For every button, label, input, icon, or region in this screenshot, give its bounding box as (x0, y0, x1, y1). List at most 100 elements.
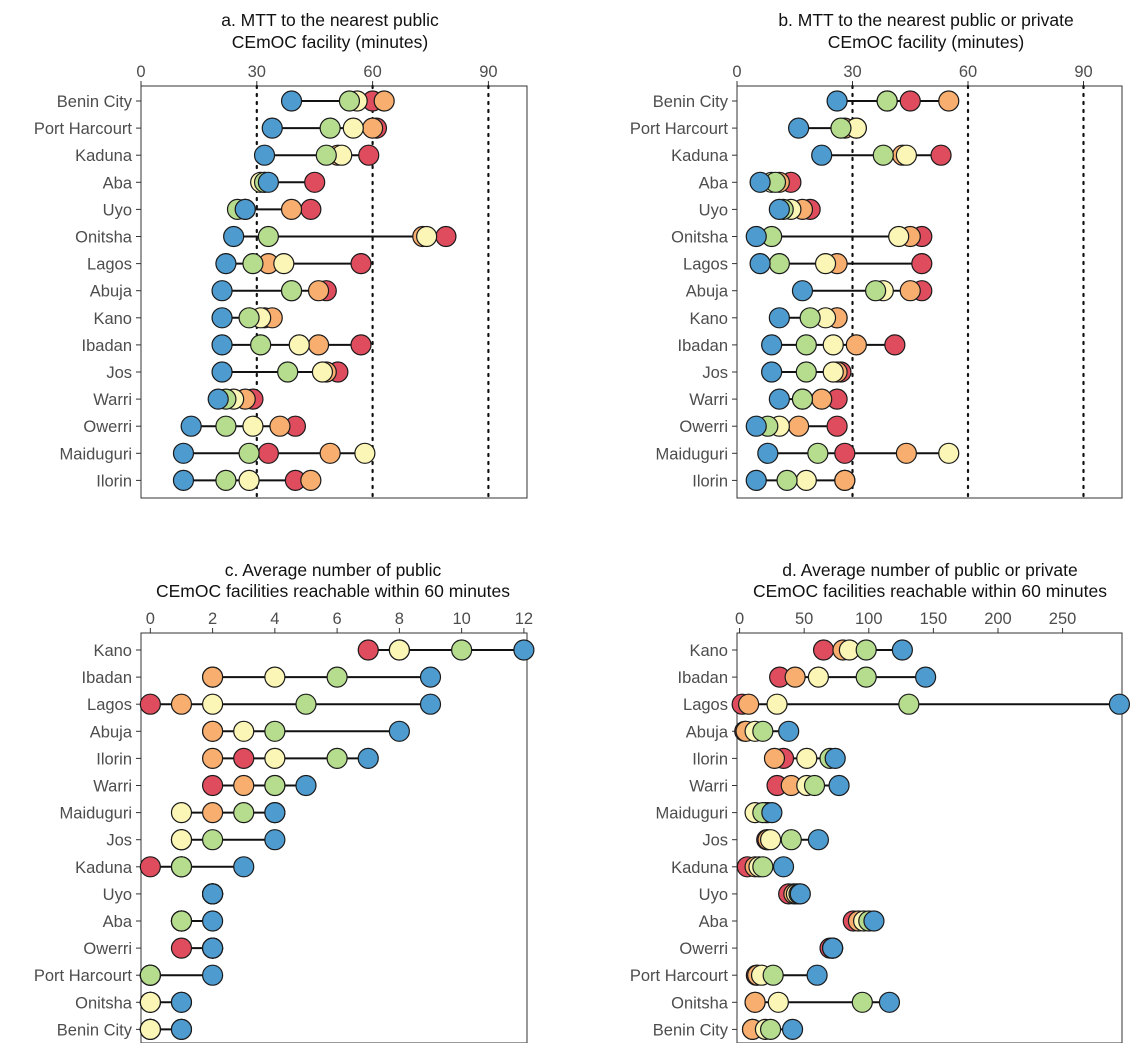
data-point-blue (207, 388, 229, 410)
data-point-blue (201, 883, 224, 905)
category-label: Kano (93, 642, 132, 660)
category-label: Port Harcourt (630, 120, 729, 138)
category-label: Ibadan (678, 669, 728, 687)
data-point-green (851, 991, 873, 1013)
panel-b-plot: 0 30 60 90 Benin City Port Harcourt Kaduna Aba U… (630, 63, 1123, 500)
data-point-cream (201, 693, 224, 715)
data-point-cream (288, 334, 310, 356)
panel-b-title-line2: CEmOC facility (minutes) (828, 32, 1024, 52)
x-tick-label: 60 (363, 63, 381, 81)
category-label: Kaduna (671, 147, 729, 165)
category-label: Ibadan (678, 337, 728, 355)
data-point-orange (362, 117, 384, 139)
data-point-orange (845, 334, 867, 356)
data-point-orange (895, 442, 918, 464)
data-point-blue (357, 747, 379, 770)
data-point-blue (768, 198, 790, 220)
data-point-green (752, 720, 774, 742)
data-point-green (451, 639, 473, 661)
data-point-blue (264, 829, 286, 851)
data-point-green (898, 693, 920, 715)
x-tick-label: 150 (920, 610, 948, 628)
category-label: Port Harcourt (34, 967, 133, 985)
data-point-cream (807, 666, 829, 688)
category-label: Ilorin (692, 472, 728, 490)
data-point-green (277, 361, 299, 383)
data-point-orange (201, 720, 224, 742)
category-label: Owerri (83, 940, 132, 958)
category-label: Onitsha (75, 994, 133, 1012)
data-point-green (264, 774, 286, 797)
category-label: Owerri (679, 418, 728, 436)
data-point-blue (806, 964, 828, 986)
data-point-cream (416, 225, 438, 248)
data-point-cream (938, 442, 960, 464)
data-point-red (139, 856, 161, 878)
data-point-blue (761, 334, 783, 356)
data-point-blue (787, 117, 810, 139)
data-point-red (834, 442, 856, 464)
category-label: Jos (702, 364, 728, 382)
category-label: Abuja (686, 723, 729, 741)
x-tick-label: 2 (208, 610, 217, 628)
category-label: Port Harcourt (34, 120, 133, 138)
data-point-cream (767, 991, 789, 1013)
category-label: Maiduguri (60, 805, 132, 823)
data-point-red (899, 90, 921, 112)
data-point-red (350, 334, 372, 356)
category-label: Lagos (87, 696, 132, 714)
category-label: Kaduna (75, 147, 133, 165)
data-point-green (795, 361, 817, 383)
data-point-orange (233, 774, 255, 797)
data-point-red (304, 171, 326, 193)
category-label: Aba (699, 913, 729, 931)
category-label: Ilorin (692, 750, 728, 768)
data-point-orange (373, 90, 395, 112)
data-point-cream (814, 253, 837, 275)
data-point-blue (172, 442, 195, 464)
data-point-orange (170, 693, 193, 715)
data-point-blue (749, 253, 771, 275)
data-point-green (791, 388, 814, 410)
data-point-green (795, 334, 817, 356)
data-point-green (762, 964, 784, 986)
x-tick-label: 0 (136, 63, 145, 81)
data-point-orange (269, 415, 291, 437)
data-point-orange (201, 801, 224, 824)
data-point-cream (139, 991, 161, 1013)
data-point-green (233, 801, 255, 824)
x-tick-label: 30 (248, 63, 266, 81)
data-point-blue (824, 747, 846, 770)
category-label: Aba (103, 913, 133, 931)
data-point-blue (745, 415, 767, 437)
data-point-green (830, 117, 852, 139)
panel-c-title-line1: c. Average number of public (225, 560, 442, 580)
category-label: Kaduna (75, 859, 133, 877)
data-point-red (257, 442, 279, 464)
x-tick-label: 90 (1074, 63, 1092, 81)
data-point-cream (354, 442, 376, 464)
data-point-green (215, 415, 237, 437)
plot-frame (736, 632, 1123, 1043)
category-label: Port Harcourt (630, 967, 729, 985)
data-point-blue (745, 225, 767, 248)
plot-frame (140, 632, 528, 1043)
panel-c-plot: 0 2 4 6 8 10 12 Kano Ibadan Lagos Abuja Ilorin Warri… (34, 610, 535, 1043)
data-point-cream (388, 639, 410, 661)
panel-b-title-line1: b. MTT to the nearest public or private (778, 10, 1073, 30)
data-point-blue (761, 361, 783, 383)
category-label: Kano (93, 310, 132, 328)
data-point-cream (242, 415, 264, 437)
data-point-blue (261, 117, 283, 139)
category-label: Owerri (679, 940, 728, 958)
data-point-blue (233, 856, 255, 878)
data-point-green (238, 307, 260, 329)
data-point-green (238, 442, 260, 464)
data-point-blue (822, 937, 844, 959)
data-point-blue (253, 144, 276, 166)
panel-a-title-line2: CEmOC facility (minutes) (232, 32, 428, 52)
x-tick-label: 90 (479, 63, 497, 81)
category-label: Jos (106, 832, 132, 850)
category-label: Ibadan (82, 337, 132, 355)
data-point-blue (878, 991, 901, 1013)
